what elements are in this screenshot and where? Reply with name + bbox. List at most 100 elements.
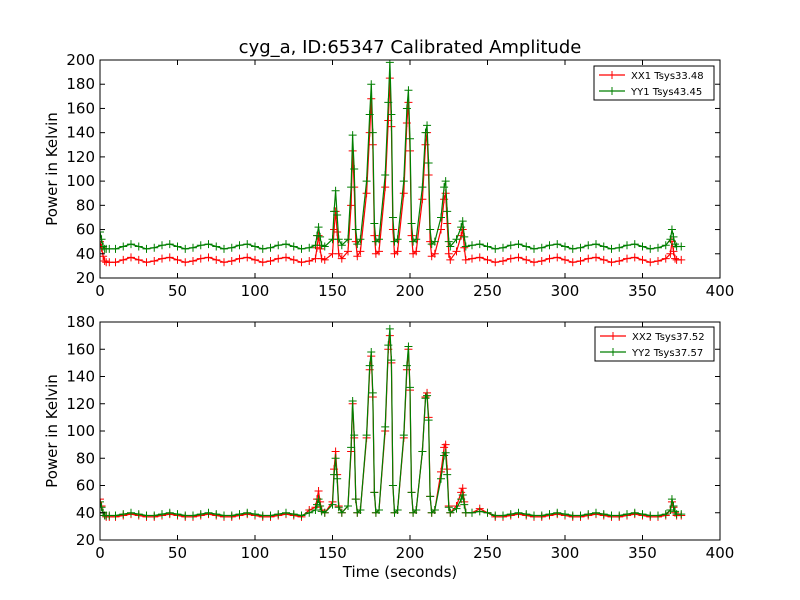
data-point <box>514 253 523 262</box>
y-tick-label: 80 <box>76 449 95 467</box>
y-tick-label: 200 <box>66 51 95 69</box>
data-point <box>443 207 452 216</box>
data-point <box>365 361 374 370</box>
data-point <box>365 110 374 119</box>
data-point <box>258 244 267 253</box>
x-tick-label: 100 <box>241 544 270 562</box>
data-point <box>418 183 427 192</box>
data-point <box>514 508 523 517</box>
data-point <box>196 241 205 250</box>
y-tick-label: 60 <box>76 221 95 239</box>
data-point <box>344 501 352 510</box>
data-point <box>638 510 647 519</box>
data-point <box>630 240 639 249</box>
data-point <box>334 235 343 244</box>
data-point <box>189 511 197 520</box>
data-point <box>475 240 484 249</box>
data-point <box>669 501 678 510</box>
data-point <box>347 201 356 210</box>
legend-label: XX1 Tsys33.48 <box>631 71 704 82</box>
y-tick-label: 140 <box>66 368 95 386</box>
data-point <box>406 383 414 392</box>
data-point <box>305 243 314 252</box>
data-point <box>599 242 608 251</box>
data-point <box>615 243 624 252</box>
data-point <box>399 431 408 440</box>
data-point <box>630 253 639 262</box>
data-point <box>430 237 439 246</box>
data-point <box>331 447 340 456</box>
data-point <box>412 235 421 244</box>
data-point <box>522 510 531 519</box>
y-tick-label: 160 <box>66 99 95 117</box>
data-point <box>368 128 377 137</box>
y-tick-label: 60 <box>76 477 95 495</box>
x-tick-label: 0 <box>95 282 105 300</box>
data-point <box>274 510 283 519</box>
data-point <box>407 488 416 497</box>
data-point <box>258 258 267 267</box>
x-tick-label: 200 <box>396 282 425 300</box>
legend-marker <box>609 348 617 356</box>
x-tick-label: 350 <box>628 544 657 562</box>
series-yy <box>100 324 686 520</box>
data-point <box>375 247 383 256</box>
x-tick-label: 50 <box>168 282 187 300</box>
data-point <box>530 244 538 253</box>
data-point <box>584 241 593 250</box>
data-point <box>421 128 430 137</box>
data-point <box>424 416 433 425</box>
data-point <box>677 242 686 251</box>
data-point <box>444 503 453 512</box>
data-point <box>677 510 686 519</box>
data-point <box>491 511 500 520</box>
data-point <box>667 495 676 504</box>
data-point <box>282 508 290 517</box>
data-point <box>274 254 283 263</box>
data-point <box>440 183 449 192</box>
data-point <box>227 243 236 252</box>
data-point <box>592 240 600 249</box>
x-tick-label: 50 <box>168 544 187 562</box>
data-point <box>615 511 624 520</box>
data-point <box>142 258 151 267</box>
data-point <box>353 240 362 249</box>
data-point <box>545 241 554 250</box>
data-point <box>607 258 616 267</box>
legend-marker <box>609 332 617 340</box>
data-point <box>127 508 135 517</box>
data-point <box>204 240 213 249</box>
data-point <box>282 240 290 249</box>
legend: XX2 Tsys37.52 YY2 Tsys37.57 <box>594 326 715 362</box>
data-point <box>204 253 213 262</box>
x-tick-label: 300 <box>551 282 580 300</box>
data-point <box>235 510 244 519</box>
data-point <box>100 497 104 506</box>
data-point <box>320 508 329 517</box>
data-point <box>127 240 135 249</box>
x-tick-label: 150 <box>318 282 347 300</box>
data-point <box>297 244 306 253</box>
data-point <box>173 242 182 251</box>
data-point <box>316 232 325 241</box>
data-point <box>446 508 455 517</box>
data-point <box>457 223 466 232</box>
data-point <box>506 510 515 519</box>
data-point <box>483 255 492 264</box>
data-point <box>607 244 616 253</box>
data-point <box>289 242 298 251</box>
data-point <box>646 258 655 267</box>
data-point <box>654 257 662 266</box>
x-tick-label: 100 <box>241 282 270 300</box>
data-point <box>344 247 352 256</box>
data-point <box>297 511 306 520</box>
data-point <box>483 242 492 251</box>
data-point <box>514 240 523 249</box>
data-point <box>111 511 120 520</box>
data-point <box>235 241 244 250</box>
data-point <box>100 227 104 236</box>
data-point <box>506 254 515 263</box>
data-point <box>362 189 371 198</box>
x-tick-label: 0 <box>95 544 105 562</box>
x-tick-label: 150 <box>318 544 347 562</box>
